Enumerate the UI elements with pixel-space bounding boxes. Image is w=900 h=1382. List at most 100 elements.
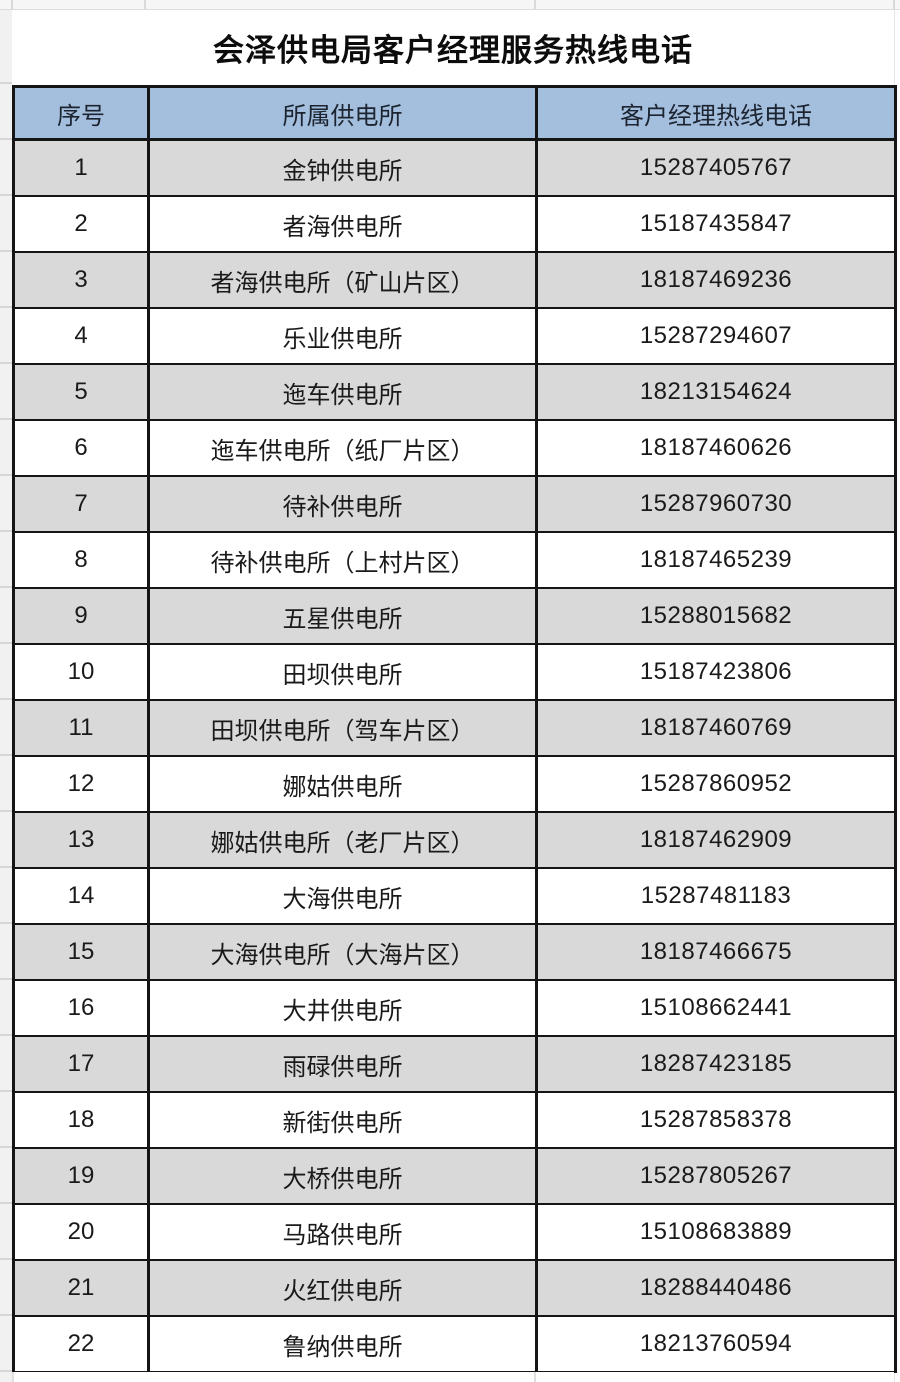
serial-cell: 17 (12, 1035, 150, 1093)
station-cell: 马路供电所 (147, 1203, 538, 1261)
gridline-tick (893, 0, 895, 9)
station-cell: 新街供电所 (147, 1091, 538, 1149)
phone-cell: 15108683889 (535, 1203, 897, 1261)
station-cell: 金钟供电所 (147, 138, 538, 197)
serial-cell: 3 (12, 251, 150, 309)
table-row: 3 者海供电所（矿山片区） 18187469236 (12, 251, 897, 309)
spreadsheet-left-margin (0, 10, 12, 1382)
serial-cell: 15 (12, 923, 150, 981)
phone-cell: 18288440486 (535, 1259, 897, 1317)
serial-cell: 21 (12, 1259, 150, 1317)
phone-cell: 18213154624 (535, 363, 897, 421)
phone-cell: 15287481183 (535, 867, 897, 925)
phone-cell: 18187460626 (535, 419, 897, 477)
phone-cell: 15108662441 (535, 979, 897, 1037)
table-row: 7 待补供电所 15287960730 (12, 475, 897, 533)
phone-cell: 15288015682 (535, 587, 897, 645)
serial-cell: 20 (12, 1203, 150, 1261)
phone-cell: 18287423185 (535, 1035, 897, 1093)
phone-cell: 18187469236 (535, 251, 897, 309)
hotline-table: 序号 所属供电所 客户经理热线电话 1 金钟供电所 15287405767 2 者海供电… (12, 85, 897, 1373)
phone-cell: 18187462909 (535, 811, 897, 869)
phone-cell: 15187423806 (535, 643, 897, 701)
header-station: 所属供电所 (147, 85, 538, 141)
station-cell: 鲁纳供电所 (147, 1315, 538, 1373)
station-cell: 火红供电所 (147, 1259, 538, 1317)
station-cell: 迤车供电所（纸厂片区） (147, 419, 538, 477)
serial-cell: 7 (12, 475, 150, 533)
table-row: 17 雨碌供电所 18287423185 (12, 1035, 897, 1093)
serial-cell: 22 (12, 1315, 150, 1373)
header-serial: 序号 (12, 85, 150, 141)
table-row: 5 迤车供电所 18213154624 (12, 363, 897, 421)
table-row: 15 大海供电所（大海片区） 18187466675 (12, 923, 897, 981)
table-row: 22 鲁纳供电所 18213760594 (12, 1315, 897, 1373)
table-row: 19 大桥供电所 15287805267 (12, 1147, 897, 1205)
serial-cell: 18 (12, 1091, 150, 1149)
table-row: 1 金钟供电所 15287405767 (12, 138, 897, 197)
table-row: 9 五星供电所 15288015682 (12, 587, 897, 645)
phone-cell: 15287405767 (535, 138, 897, 197)
station-cell: 者海供电所（矿山片区） (147, 251, 538, 309)
station-cell: 大海供电所（大海片区） (147, 923, 538, 981)
table-row: 4 乐业供电所 15287294607 (12, 307, 897, 365)
gridline-tick (12, 1372, 14, 1382)
station-cell: 大海供电所 (147, 867, 538, 925)
station-cell: 娜姑供电所 (147, 755, 538, 813)
table-row: 11 田坝供电所（驾车片区） 18187460769 (12, 699, 897, 757)
phone-cell: 18187466675 (535, 923, 897, 981)
table-row: 10 田坝供电所 15187423806 (12, 643, 897, 701)
station-cell: 雨碌供电所 (147, 1035, 538, 1093)
table-row: 14 大海供电所 15287481183 (12, 867, 897, 925)
serial-cell: 4 (12, 307, 150, 365)
table-row: 8 待补供电所（上村片区） 18187465239 (12, 531, 897, 589)
gridline-tick (534, 1372, 536, 1382)
phone-cell: 18213760594 (535, 1315, 897, 1373)
table-row: 20 马路供电所 15108683889 (12, 1203, 897, 1261)
station-cell: 田坝供电所 (147, 643, 538, 701)
phone-cell: 18187460769 (535, 699, 897, 757)
station-cell: 待补供电所 (147, 475, 538, 533)
page-title: 会泽供电局客户经理服务热线电话 (213, 33, 693, 68)
serial-cell: 12 (12, 755, 150, 813)
table-title-area: 会泽供电局客户经理服务热线电话 (12, 10, 894, 85)
station-cell: 五星供电所 (147, 587, 538, 645)
header-row: 序号 所属供电所 客户经理热线电话 (12, 85, 897, 141)
table-row: 21 火红供电所 18288440486 (12, 1259, 897, 1317)
serial-cell: 8 (12, 531, 150, 589)
gridline-tick (534, 0, 536, 9)
table-row: 2 者海供电所 15187435847 (12, 195, 897, 253)
header-phone: 客户经理热线电话 (535, 85, 897, 141)
station-cell: 大井供电所 (147, 979, 538, 1037)
station-cell: 大桥供电所 (147, 1147, 538, 1205)
serial-cell: 9 (12, 587, 150, 645)
serial-cell: 16 (12, 979, 150, 1037)
serial-cell: 1 (12, 138, 150, 197)
table-row: 16 大井供电所 15108662441 (12, 979, 897, 1037)
phone-cell: 15287294607 (535, 307, 897, 365)
serial-cell: 19 (12, 1147, 150, 1205)
table-row: 13 娜姑供电所（老厂片区） 18187462909 (12, 811, 897, 869)
table-row: 12 娜姑供电所 15287860952 (12, 755, 897, 813)
serial-cell: 5 (12, 363, 150, 421)
spreadsheet-top-margin (0, 0, 900, 10)
gridline-tick (11, 0, 13, 9)
station-cell: 乐业供电所 (147, 307, 538, 365)
gridline-tick (144, 0, 146, 9)
serial-cell: 10 (12, 643, 150, 701)
phone-cell: 15287960730 (535, 475, 897, 533)
phone-cell: 15287858378 (535, 1091, 897, 1149)
serial-cell: 14 (12, 867, 150, 925)
phone-cell: 15187435847 (535, 195, 897, 253)
serial-cell: 11 (12, 699, 150, 757)
station-cell: 娜姑供电所（老厂片区） (147, 811, 538, 869)
table-row: 6 迤车供电所（纸厂片区） 18187460626 (12, 419, 897, 477)
station-cell: 待补供电所（上村片区） (147, 531, 538, 589)
phone-cell: 15287860952 (535, 755, 897, 813)
spreadsheet-bottom-margin (12, 1372, 894, 1382)
station-cell: 者海供电所 (147, 195, 538, 253)
serial-cell: 6 (12, 419, 150, 477)
table-body: 1 金钟供电所 15287405767 2 者海供电所 15187435847 3 者海供电所… (12, 138, 897, 1373)
table-row: 18 新街供电所 15287858378 (12, 1091, 897, 1149)
